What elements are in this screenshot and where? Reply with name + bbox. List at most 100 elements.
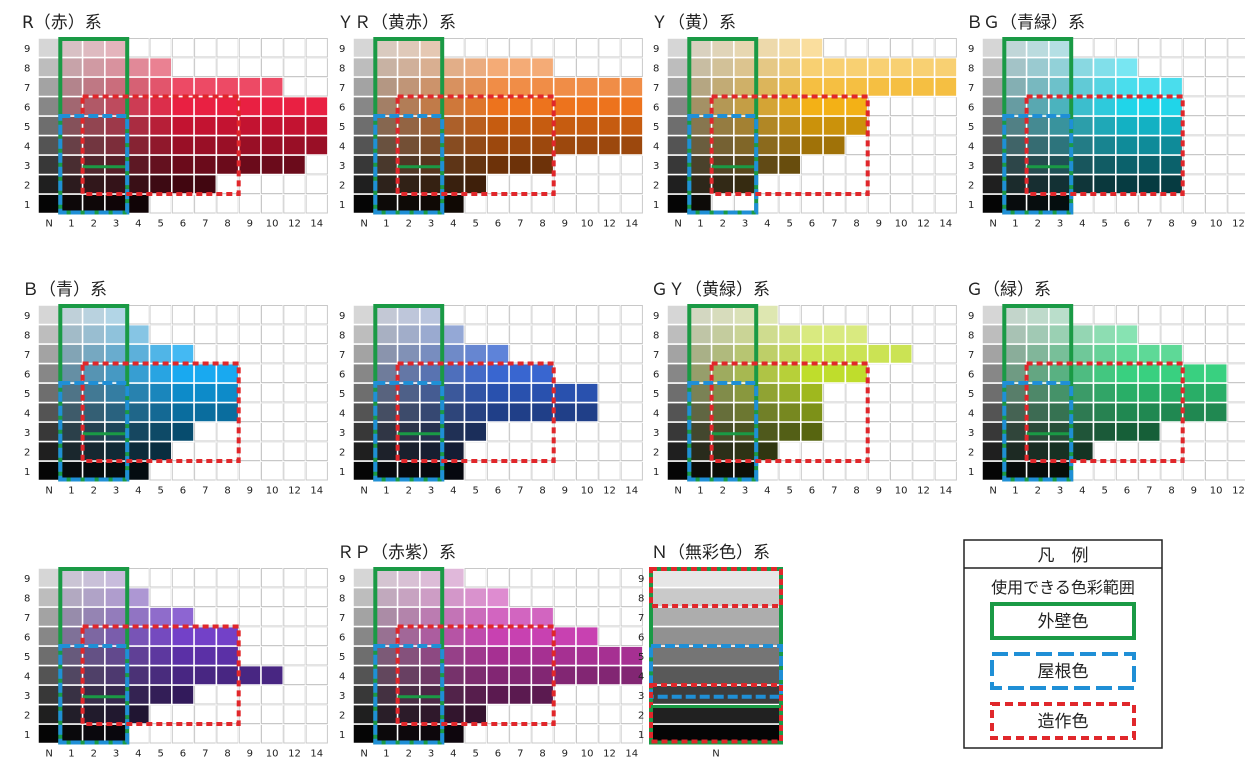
color-cell xyxy=(37,421,62,443)
y-tick-label: 4 xyxy=(638,671,644,682)
color-cell xyxy=(148,134,173,156)
color-cell xyxy=(374,625,399,647)
color-cell xyxy=(508,382,533,404)
color-cell xyxy=(530,440,555,462)
y-tick-label: 1 xyxy=(24,730,30,741)
color-cell xyxy=(148,664,173,686)
color-cell xyxy=(126,56,151,78)
color-cell xyxy=(486,343,510,365)
color-cell xyxy=(148,304,173,326)
color-cell xyxy=(889,76,914,98)
color-cell xyxy=(419,606,443,628)
y-tick-label: 5 xyxy=(24,389,30,400)
color-cell xyxy=(1137,134,1162,156)
color-cell xyxy=(126,193,151,215)
color-cell xyxy=(215,382,240,404)
color-cell xyxy=(463,382,488,404)
color-cell xyxy=(597,684,622,706)
color-cell xyxy=(822,440,847,462)
color-cell xyxy=(171,37,195,59)
color-cell xyxy=(1070,440,1095,462)
x-tick-label: N xyxy=(45,486,52,497)
color-cell xyxy=(1025,95,1050,117)
color-cell xyxy=(800,323,824,345)
color-cell xyxy=(352,645,377,667)
color-cell xyxy=(486,173,510,195)
color-cell xyxy=(486,56,510,78)
color-cell xyxy=(193,382,218,404)
y-tick-label: 1 xyxy=(24,467,30,478)
color-cell xyxy=(396,606,421,628)
color-cell xyxy=(352,664,377,686)
y-tick-label: 9 xyxy=(339,44,345,55)
color-cell xyxy=(352,723,377,745)
color-cell xyxy=(866,115,891,137)
color-cell xyxy=(260,723,285,745)
color-cell xyxy=(148,723,173,745)
color-cell xyxy=(844,440,869,462)
x-tick-label: 8 xyxy=(1168,219,1174,230)
x-tick-label: 3 xyxy=(428,749,434,760)
y-tick-label: 9 xyxy=(653,311,659,322)
y-tick-label: 9 xyxy=(339,574,345,585)
color-cell xyxy=(933,154,958,176)
color-cell xyxy=(463,664,488,686)
color-cell xyxy=(237,323,262,345)
color-cell xyxy=(126,362,151,384)
color-cell xyxy=(530,95,555,117)
x-tick-label: 7 xyxy=(517,219,523,230)
color-cell xyxy=(171,606,195,628)
color-cell xyxy=(59,440,84,462)
color-cell xyxy=(619,37,644,59)
color-cell xyxy=(1003,95,1028,117)
color-cell xyxy=(215,154,240,176)
color-cell xyxy=(911,304,936,326)
color-cell xyxy=(215,56,240,78)
chart-title: R（赤）系 xyxy=(22,13,102,33)
x-tick-label: 4 xyxy=(1079,219,1085,230)
color-cell xyxy=(59,586,84,608)
color-cell xyxy=(889,115,914,137)
x-tick-label: 2 xyxy=(91,749,97,760)
color-cell xyxy=(1115,115,1139,137)
y-tick-label: 9 xyxy=(24,574,30,585)
color-cell xyxy=(710,56,735,78)
color-cell xyxy=(933,76,958,98)
x-tick-label: 5 xyxy=(157,219,163,230)
color-cell xyxy=(688,323,713,345)
color-cell xyxy=(104,115,128,137)
color-cell xyxy=(911,460,936,482)
color-cell xyxy=(126,323,151,345)
color-cell xyxy=(844,37,869,59)
color-cell xyxy=(171,95,195,117)
color-cell xyxy=(889,421,914,443)
color-cell xyxy=(171,421,195,443)
color-cell xyxy=(352,684,377,706)
color-cell xyxy=(215,323,240,345)
color-cell xyxy=(822,56,847,78)
color-cell xyxy=(419,362,443,384)
color-cell xyxy=(666,134,691,156)
y-tick-label: 5 xyxy=(24,122,30,133)
color-cell xyxy=(755,323,780,345)
color-cell xyxy=(777,362,802,384)
x-tick-label: 6 xyxy=(180,749,186,760)
color-cell xyxy=(710,95,735,117)
color-cell xyxy=(237,440,262,462)
color-cell xyxy=(822,343,847,365)
color-cell xyxy=(419,154,443,176)
color-cell xyxy=(597,382,622,404)
color-cell xyxy=(486,95,510,117)
color-cell xyxy=(193,606,218,628)
x-tick-label: 1 xyxy=(383,486,389,497)
color-cell xyxy=(1137,173,1162,195)
x-tick-label: 6 xyxy=(809,486,815,497)
color-cell xyxy=(441,304,466,326)
color-cell xyxy=(1048,95,1072,117)
color-cell xyxy=(486,421,510,443)
color-cell xyxy=(282,382,307,404)
color-cell xyxy=(148,95,173,117)
color-cell xyxy=(171,460,195,482)
color-cell xyxy=(396,703,421,725)
color-cell xyxy=(530,586,555,608)
